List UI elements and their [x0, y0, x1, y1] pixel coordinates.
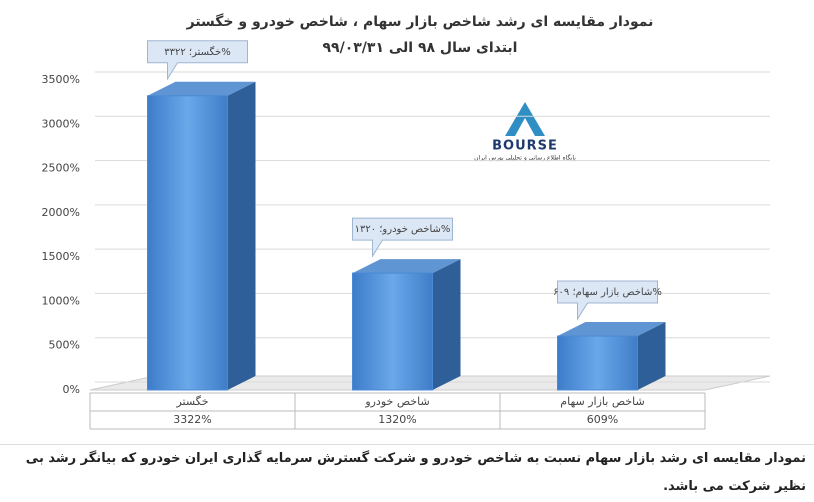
bar-top — [352, 259, 461, 274]
bar-top — [557, 322, 666, 337]
table-value: 3322% — [173, 413, 211, 426]
data-label: %خگستر؛ ۳۳۲۲ — [164, 46, 231, 58]
caption: نمودار مقایسه ای رشد بازار سهام نسبت به … — [0, 444, 814, 501]
bar-side — [637, 322, 666, 390]
x-tick-label: شاخص بازار سهام — [560, 395, 644, 408]
bar — [352, 272, 433, 391]
x-tick-label: خگستر — [175, 395, 208, 408]
callout-box — [147, 40, 248, 81]
data-label: %شاخص خودرو؛ ۱۳۲۰ — [355, 224, 451, 235]
callout-box — [352, 217, 453, 258]
chart: نمودار مقایسه ای رشد شاخص بازار سهام ، ش… — [42, 13, 771, 430]
y-tick-label: 3500% — [42, 73, 80, 86]
y-tick-label: 1500% — [42, 250, 80, 263]
logo-icon — [515, 118, 535, 136]
callout-box — [557, 280, 658, 321]
bar — [147, 95, 228, 391]
logo: BOURSE پایگاه اطلاع رسانی و تحلیلی بورس … — [474, 102, 576, 162]
y-tick-label: 0% — [63, 383, 80, 396]
y-tick-label: 2000% — [42, 206, 80, 219]
bar-top — [147, 81, 256, 96]
table-value: 1320% — [378, 413, 416, 426]
y-tick-label: 2500% — [42, 162, 80, 175]
data-label: %شاخص بازار سهام؛ ۶۰۹ — [553, 287, 662, 298]
y-tick-label: 1000% — [42, 294, 80, 307]
table-value: 609% — [587, 413, 618, 426]
bar-side — [227, 81, 256, 390]
logo-tagline: پایگاه اطلاع رسانی و تحلیلی بورس ایران — [474, 154, 576, 162]
bar — [557, 335, 638, 391]
chart-title: نمودار مقایسه ای رشد شاخص بازار سهام ، ش… — [186, 13, 654, 30]
chart-subtitle: ابتدای سال ۹۸ الی ۹۹/۰۳/۳۱ — [323, 40, 518, 56]
y-tick-label: 500% — [49, 339, 80, 352]
bar-side — [432, 259, 461, 390]
y-tick-label: 3000% — [42, 117, 80, 130]
x-tick-label: شاخص خودرو — [364, 395, 429, 408]
logo-name: BOURSE — [492, 139, 558, 154]
